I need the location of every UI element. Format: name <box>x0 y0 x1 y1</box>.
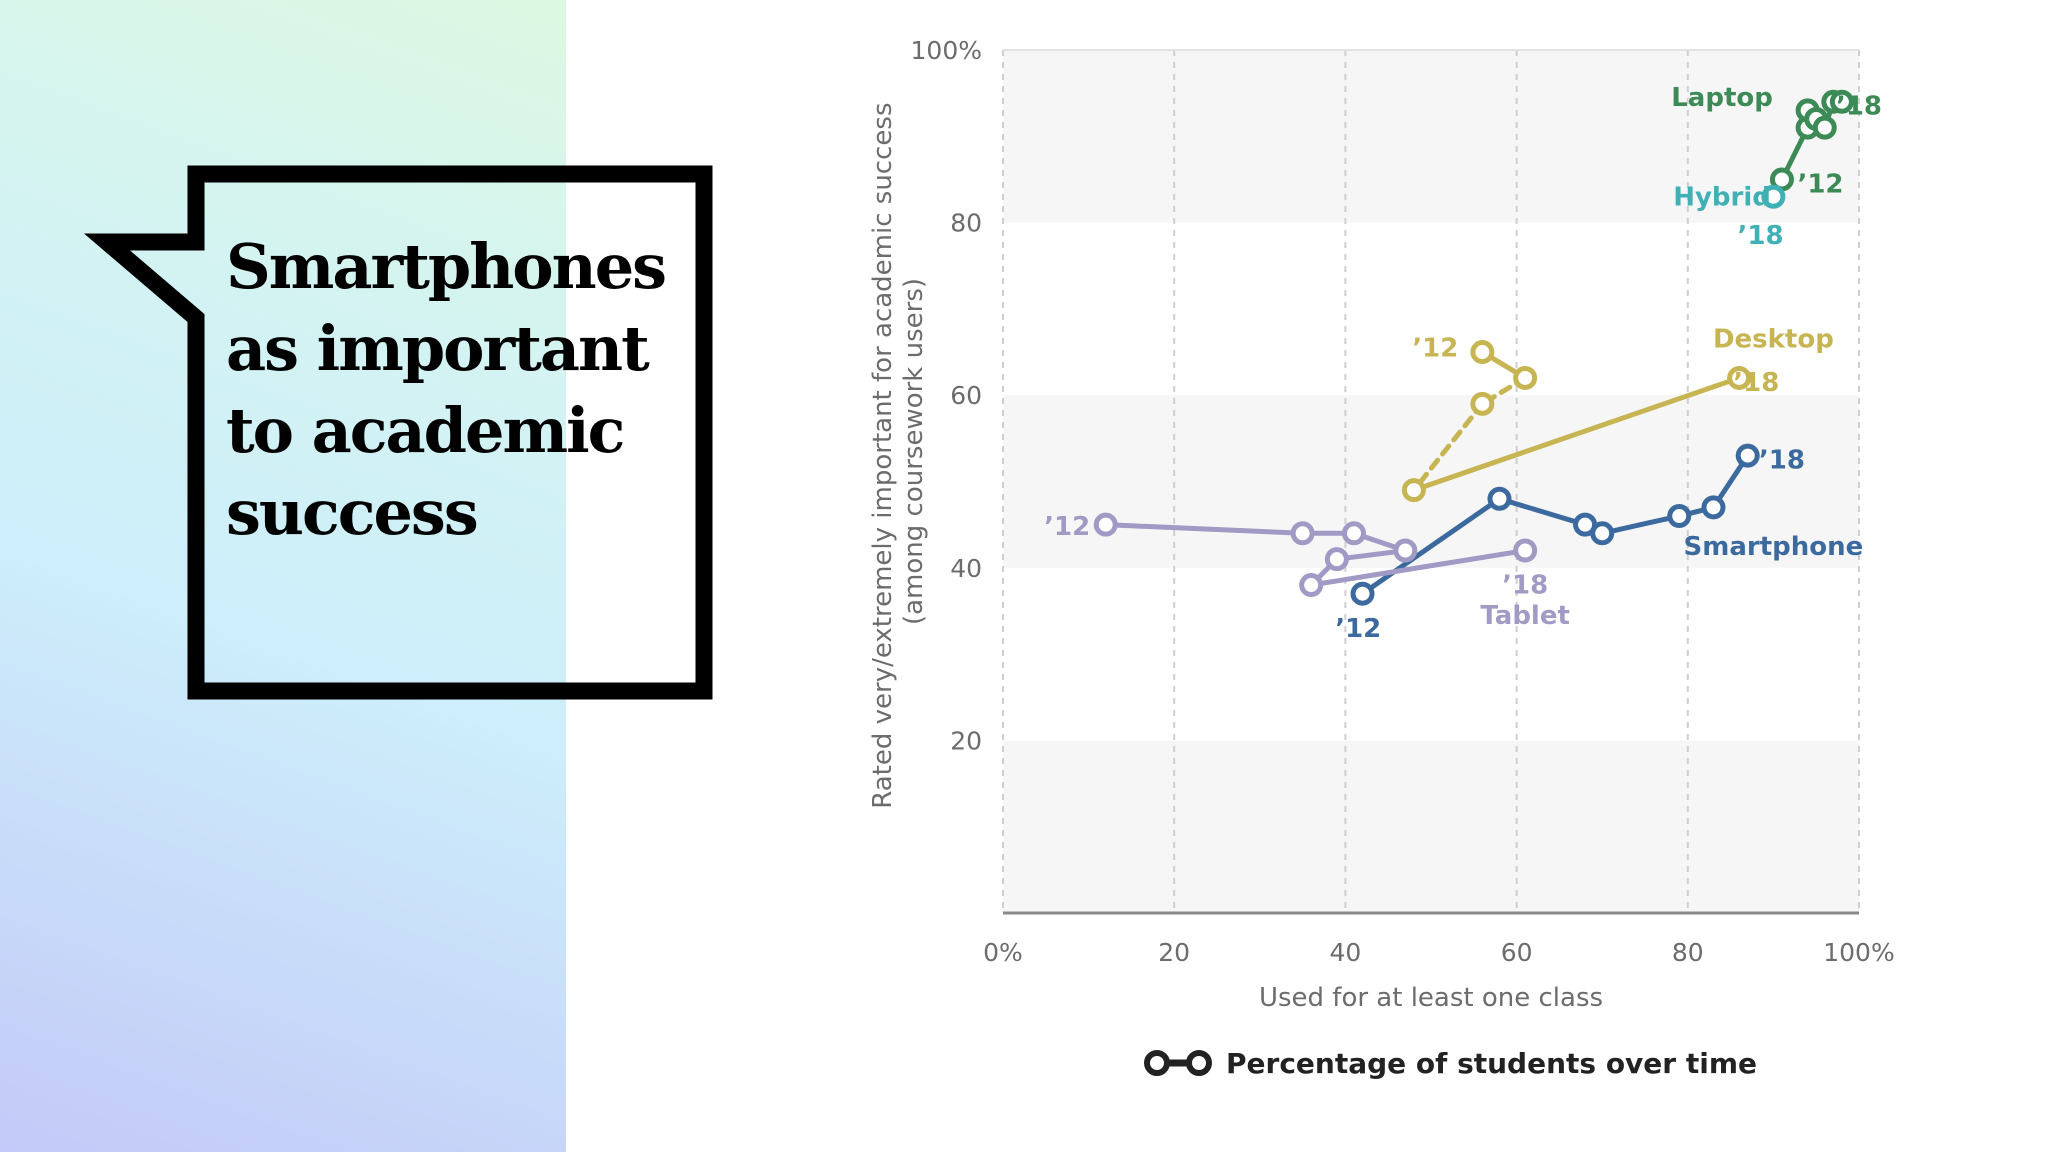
series-line-segment <box>1411 401 1485 493</box>
year-label: ’12 <box>1412 333 1458 363</box>
data-point-marker <box>1341 521 1366 546</box>
series-line-segment <box>1103 522 1306 536</box>
title-line: to academic <box>226 394 625 467</box>
year-label: ’12 <box>1335 614 1381 644</box>
x-tick-label: 40 <box>1329 938 1361 967</box>
title-line: as important <box>226 312 650 385</box>
series-hybrid: ’18 Hybrid <box>1673 182 1786 251</box>
series-laptop: ’12 ’18 Laptop <box>1671 83 1882 199</box>
y-axis-title-line: (among coursework users) <box>899 278 929 625</box>
year-label: ’18 <box>1738 221 1784 251</box>
series-label: Hybrid <box>1673 182 1771 212</box>
data-point-marker <box>1667 504 1692 529</box>
x-axis-title: Used for at least one class <box>1259 983 1603 1013</box>
data-point-marker <box>1290 521 1315 546</box>
data-point-marker <box>1812 115 1837 140</box>
series-line-segment <box>1308 548 1528 588</box>
background-bands <box>1003 50 1859 913</box>
x-tick-label: 20 <box>1158 938 1190 967</box>
series-line-segment <box>1360 496 1502 597</box>
year-label: ’18 <box>1502 571 1548 601</box>
grid-band <box>1003 740 1859 913</box>
data-point-marker <box>1401 478 1426 503</box>
slide-title: Smartphones as important to academic suc… <box>226 226 696 554</box>
grid-lines <box>1002 49 1860 913</box>
series-group: ’12 ’18 Laptop ’18 Hybrid ’12 ’18 Desktop ’12 ’18… <box>1044 83 1882 644</box>
speech-bubble-callout <box>83 165 713 700</box>
legend: Percentage of students over time <box>1144 1047 1757 1080</box>
data-point-marker <box>1350 581 1375 606</box>
data-point-marker <box>1513 538 1538 563</box>
data-point-marker <box>1761 184 1786 209</box>
series-label: Tablet <box>1480 601 1570 631</box>
data-point-marker <box>1470 391 1495 416</box>
y-tick-label: 100% <box>911 36 982 65</box>
data-point-marker <box>1735 443 1760 468</box>
x-tick-label: 100% <box>1823 938 1894 967</box>
series-desktop: ’12 ’18 Desktop <box>1401 325 1834 503</box>
year-label: ’18 <box>1733 368 1779 398</box>
y-tick-label: 40 <box>950 554 982 583</box>
data-point-marker <box>1590 521 1615 546</box>
year-label: ’12 <box>1797 169 1843 199</box>
data-point-marker <box>1299 573 1324 598</box>
data-point-marker <box>1470 340 1495 365</box>
data-point-marker <box>1829 89 1854 114</box>
series-line-segment <box>1411 375 1742 493</box>
data-point-marker <box>1393 538 1418 563</box>
grid-band <box>1003 395 1859 568</box>
x-tick-label: 80 <box>1672 938 1704 967</box>
y-axis-title-line: Rated very/extremely important for acade… <box>868 103 898 809</box>
series-label: Smartphone <box>1684 532 1864 562</box>
x-tick-label: 0% <box>983 938 1023 967</box>
gradient-background-panel <box>0 0 566 1152</box>
axes: 0% 20 40 60 80 100% 20 40 60 80 100% <box>911 36 1895 967</box>
series-label: Laptop <box>1671 83 1773 113</box>
series-smartphone: ’12 ’18 Smartphone <box>1335 443 1864 644</box>
y-tick-label: 80 <box>950 209 982 238</box>
series-line-segment <box>1599 513 1682 536</box>
series-label: Desktop <box>1713 325 1834 355</box>
legend-marker-icon <box>1144 1050 1170 1076</box>
legend-marker-icon <box>1186 1050 1212 1076</box>
y-axis-title: Rated very/extremely important for acade… <box>868 94 929 809</box>
grid-band <box>1003 50 1859 223</box>
data-point-marker <box>1513 365 1538 390</box>
series-line-segment <box>1496 496 1588 528</box>
year-label: ’12 <box>1044 512 1090 542</box>
data-point-marker <box>1487 486 1512 511</box>
title-line: success <box>226 476 479 549</box>
data-point-marker <box>1093 512 1118 537</box>
year-label: ’18 <box>1759 446 1805 476</box>
x-tick-label: 60 <box>1501 938 1533 967</box>
year-label: ’18 <box>1836 92 1882 122</box>
title-line: Smartphones <box>226 230 667 303</box>
data-point-marker <box>1701 495 1726 520</box>
y-tick-label: 60 <box>950 381 982 410</box>
legend-label: Percentage of students over time <box>1226 1047 1757 1080</box>
y-tick-label: 20 <box>950 726 982 755</box>
data-point-marker <box>1727 365 1752 390</box>
data-point-marker <box>1324 547 1349 572</box>
